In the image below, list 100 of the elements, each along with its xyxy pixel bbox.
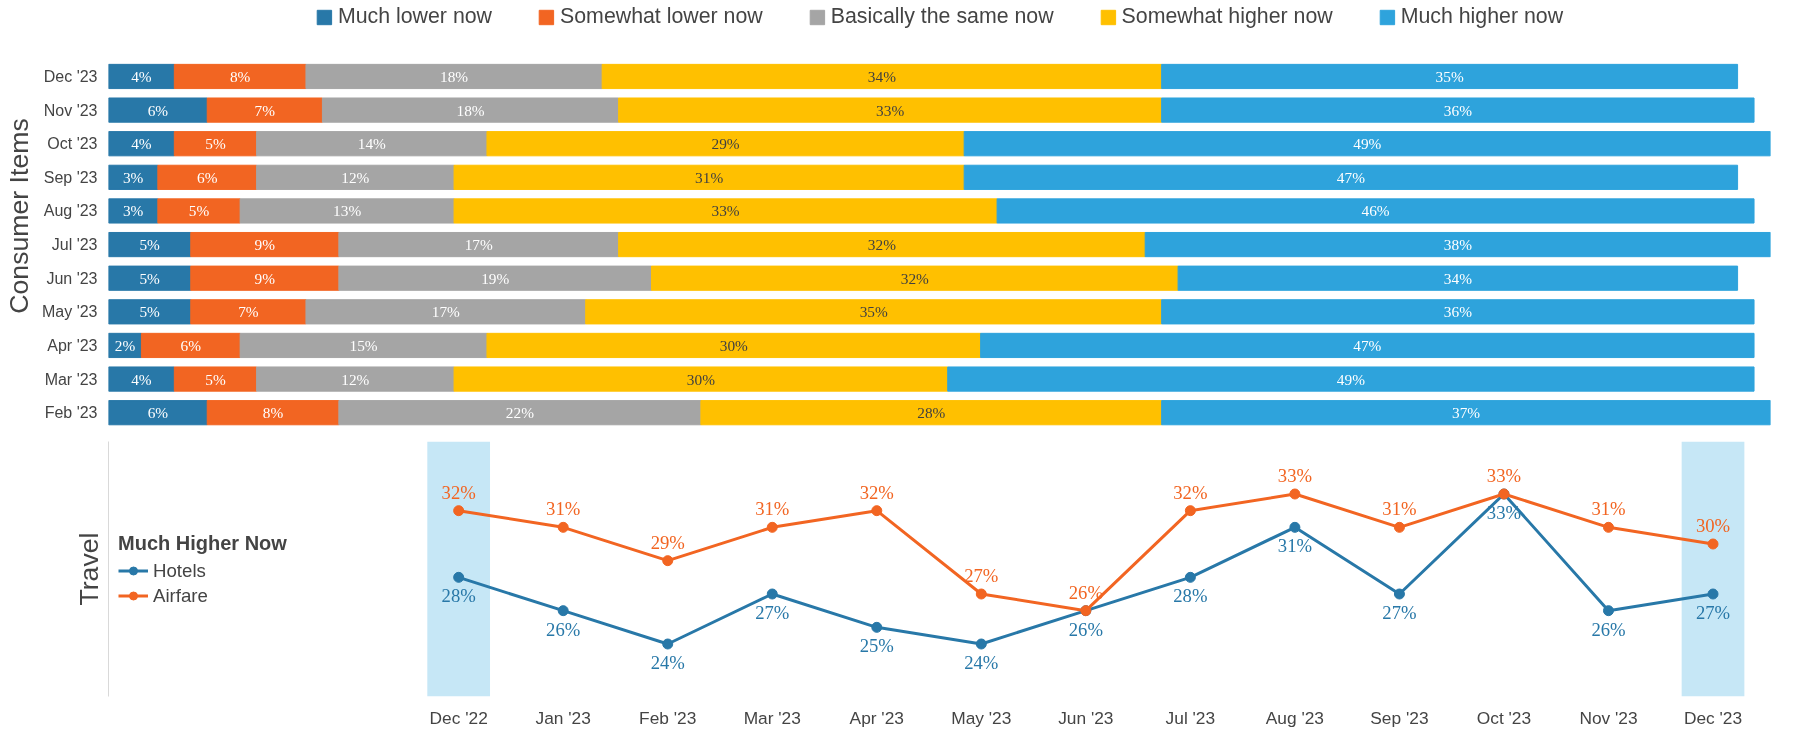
y-tick-label: Mar '23: [44, 370, 98, 388]
data-label: 5%: [205, 370, 226, 388]
data-label: 33%: [876, 101, 905, 119]
legend-label: Airfare: [153, 584, 208, 606]
legend-label: Much lower now: [337, 4, 493, 29]
data-label: 2%: [114, 336, 136, 354]
data-label: 32%: [900, 269, 930, 287]
x-tick-label: May '23: [951, 707, 1012, 728]
data-label: 4%: [131, 370, 152, 388]
data-label: 17%: [431, 303, 461, 321]
x-tick-label: Jul '23: [1165, 707, 1216, 728]
data-label: 26%: [546, 618, 581, 640]
data-label: 19%: [481, 269, 510, 287]
data-label: 3%: [122, 168, 144, 186]
legend-label: Somewhat lower now: [560, 4, 763, 29]
y-tick-label: Feb '23: [44, 404, 98, 422]
y-tick-label: Jul '23: [51, 236, 98, 254]
data-label: 13%: [333, 202, 362, 220]
y-tick-label: Apr '23: [47, 336, 98, 354]
data-label: 6%: [147, 101, 169, 119]
y-tick-label: Aug '23: [43, 202, 98, 220]
data-label: 28%: [917, 404, 946, 422]
data-label: 32%: [859, 481, 894, 503]
data-label: 3%: [122, 202, 144, 220]
data-label: 8%: [262, 404, 284, 422]
data-label: 34%: [1443, 269, 1473, 287]
data-label: 46%: [1361, 202, 1390, 220]
y-tick-label: Oct '23: [47, 135, 98, 153]
data-label: 15%: [349, 336, 378, 354]
data-label: 33%: [1277, 465, 1312, 486]
x-tick-label: Jan '23: [535, 707, 591, 728]
data-label: 5%: [139, 303, 161, 321]
legend-label: Somewhat higher now: [1121, 4, 1333, 29]
data-label: 35%: [859, 303, 888, 321]
data-label: 27%: [1382, 602, 1417, 623]
y-tick-label: Sep '23: [43, 168, 98, 186]
x-tick-label: Dec '22: [429, 707, 488, 728]
data-label: 26%: [1068, 618, 1103, 640]
data-label: 8%: [229, 67, 251, 85]
data-label: 28%: [1173, 585, 1208, 607]
data-label: 31%: [755, 498, 790, 520]
data-label: 18%: [440, 67, 469, 85]
data-label: 30%: [1695, 515, 1731, 536]
x-tick-label: Oct '23: [1476, 707, 1532, 728]
data-label: 12%: [341, 168, 370, 186]
data-label: 5%: [188, 202, 210, 220]
legend-label: Hotels: [153, 559, 206, 581]
x-tick-label: Feb '23: [639, 707, 697, 728]
data-label: 28%: [441, 585, 476, 607]
data-label: 5%: [205, 135, 226, 153]
data-label: 30%: [686, 370, 716, 388]
x-tick-label: Nov '23: [1579, 707, 1638, 728]
data-label: 18%: [456, 101, 485, 119]
x-tick-label: Sep '23: [1370, 707, 1429, 728]
data-label: 4%: [131, 135, 152, 153]
data-label: 47%: [1353, 336, 1382, 354]
x-tick-label: Dec '23: [1683, 707, 1743, 728]
x-tick-label: Aug '23: [1265, 707, 1325, 728]
data-label: 7%: [254, 101, 276, 119]
data-label: 26%: [1068, 581, 1103, 603]
data-label: 7%: [238, 303, 259, 321]
x-tick-label: Apr '23: [849, 707, 904, 728]
data-label: 38%: [1443, 236, 1473, 254]
x-tick-label: Jun '23: [1058, 707, 1114, 728]
data-label: 26%: [1591, 618, 1626, 640]
y-tick-label: Jun '23: [46, 269, 98, 287]
legend-label: Basically the same now: [830, 4, 1054, 29]
data-label: 24%: [964, 652, 999, 673]
data-label: 4%: [131, 67, 152, 85]
x-tick-label: Mar '23: [743, 707, 801, 728]
data-label: 36%: [1443, 101, 1473, 119]
data-label: 25%: [859, 635, 894, 657]
data-label: 31%: [1277, 535, 1312, 557]
data-label: 33%: [1486, 465, 1522, 486]
data-label: 27%: [1695, 602, 1731, 623]
data-label: 12%: [341, 370, 370, 388]
data-label: 47%: [1336, 168, 1366, 186]
y-tick-label: May '23: [41, 303, 98, 321]
data-label: 5%: [139, 269, 161, 287]
data-label: 35%: [1435, 67, 1464, 85]
data-label: 14%: [357, 135, 387, 153]
legend-title: Much Higher Now: [118, 531, 287, 554]
y-axis-title: Consumer Items: [3, 118, 34, 314]
data-label: 27%: [755, 602, 790, 623]
data-label: 31%: [546, 498, 581, 520]
data-label: 9%: [254, 269, 276, 287]
data-label: 27%: [964, 565, 999, 586]
data-label: 32%: [1173, 481, 1208, 503]
data-label: 31%: [695, 168, 724, 186]
y-tick-label: Dec '23: [43, 67, 98, 85]
data-label: 31%: [1591, 498, 1626, 520]
data-label: 30%: [719, 336, 749, 354]
data-label: 9%: [254, 236, 276, 254]
y-axis-title: Travel: [73, 532, 104, 606]
data-label: 6%: [147, 404, 169, 422]
data-label: 22%: [505, 404, 535, 422]
data-label: 37%: [1452, 404, 1481, 422]
data-label: 5%: [139, 236, 161, 254]
data-label: 49%: [1336, 370, 1366, 388]
data-label: 36%: [1443, 303, 1473, 321]
